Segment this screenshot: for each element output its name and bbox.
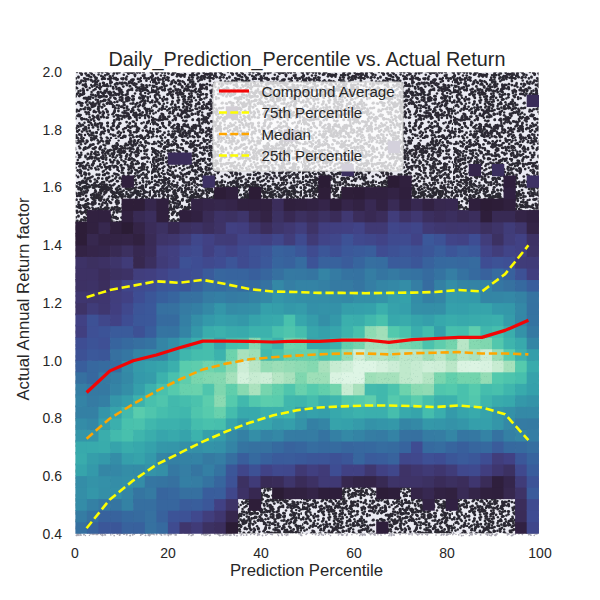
svg-text:80: 80 xyxy=(439,545,455,561)
svg-text:25th Percentile: 25th Percentile xyxy=(262,147,363,164)
svg-text:0.4: 0.4 xyxy=(43,526,63,542)
svg-text:Daily_Prediction_Percentile vs: Daily_Prediction_Percentile vs. Actual R… xyxy=(109,48,506,71)
svg-text:Median: Median xyxy=(262,126,312,143)
svg-text:1.0: 1.0 xyxy=(43,353,63,369)
svg-text:Compound Average: Compound Average xyxy=(262,83,395,100)
svg-text:0.8: 0.8 xyxy=(43,410,63,426)
svg-text:0.6: 0.6 xyxy=(43,468,63,484)
svg-text:40: 40 xyxy=(253,545,269,561)
svg-text:1.2: 1.2 xyxy=(43,295,63,311)
svg-text:Actual Annual Return factor: Actual Annual Return factor xyxy=(14,197,33,401)
svg-text:20: 20 xyxy=(160,545,176,561)
svg-text:Prediction Percentile: Prediction Percentile xyxy=(230,561,383,580)
svg-text:2.0: 2.0 xyxy=(43,64,63,80)
svg-text:0: 0 xyxy=(71,545,79,561)
svg-text:1.4: 1.4 xyxy=(43,237,63,253)
svg-text:1.8: 1.8 xyxy=(43,122,63,138)
svg-text:1.6: 1.6 xyxy=(43,179,63,195)
svg-text:60: 60 xyxy=(346,545,362,561)
svg-text:100: 100 xyxy=(528,545,552,561)
svg-text:75th Percentile: 75th Percentile xyxy=(262,104,363,121)
